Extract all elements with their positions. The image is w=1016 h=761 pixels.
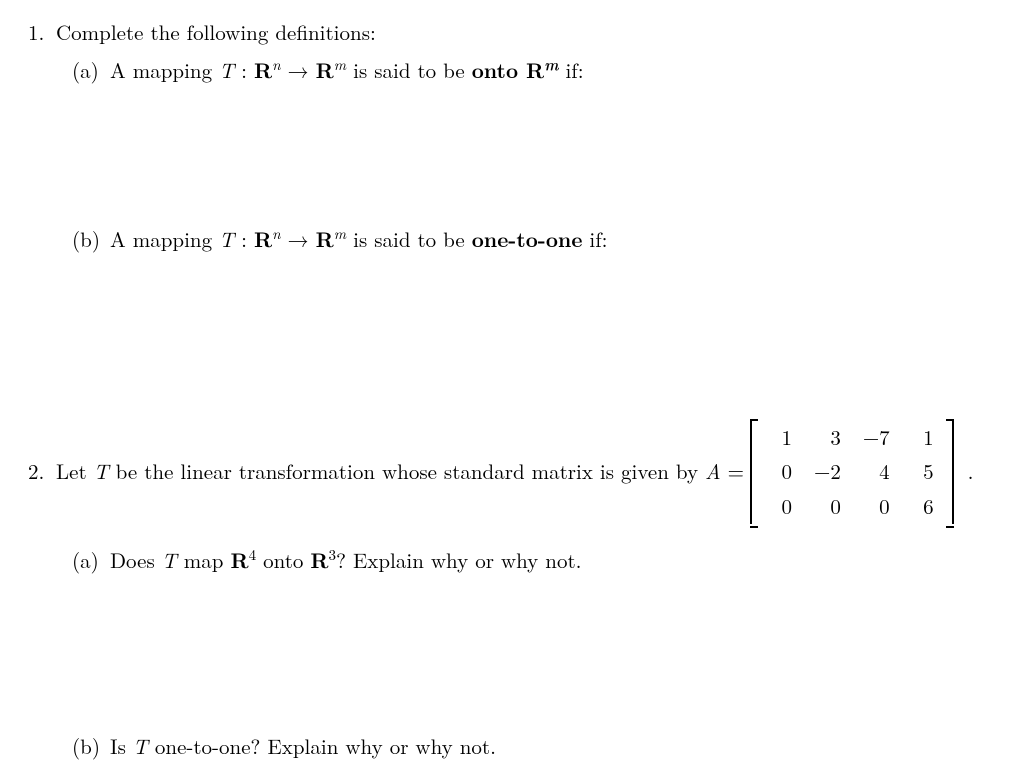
problem-2b-label: (b) [72,732,110,760]
text-prefix: A mapping [110,224,219,254]
text-prefix: Does [110,545,162,575]
bracket-left [750,419,760,524]
mcell: −7 [863,423,890,451]
problem-2a-text: Does T map R4 onto R3? Explain why or wh… [110,546,581,574]
problem-1b-label: (b) [72,225,110,253]
exp-m: m [334,54,346,75]
set-Rm: R [316,55,334,85]
problem-1a-label: (a) [72,56,110,84]
problem-2-text: Let T be the linear transformation whose… [56,457,744,485]
set-R4: R [230,545,248,575]
text-prefix: Let [56,456,94,486]
mcell: 5 [912,457,934,485]
bracket-right [944,419,954,524]
bold-one-to-one: one-to-one [472,224,583,254]
answer-space-1b [28,253,988,419]
problem-1-prompt: Complete the following definitions: [56,18,376,46]
problem-1b: (b) A mapping T : Rn → Rm is said to be … [72,225,988,253]
period: . [968,457,974,485]
text-prefix: A mapping [110,55,219,85]
mcell: 6 [912,492,934,520]
mcell: 0 [770,457,792,485]
problem-2-header: 2. Let T be the linear transformation wh… [28,419,988,524]
colon: : [234,224,254,254]
matrix-body: 1 3 −7 1 0 −2 4 5 0 0 0 6 [760,419,944,524]
mcell: −2 [814,457,841,485]
set-Rm: R [316,224,334,254]
exp-n: n [272,54,281,75]
set-Rn: R [254,55,272,85]
bold-onto: onto Rm [472,55,559,85]
problem-2b: (b) Is T one-to-one? Explain why or why … [72,732,988,760]
answer-space-2a [28,574,988,722]
problem-1-number: 1. [28,18,56,46]
problem-1: 1. Complete the following definitions: (… [28,18,988,419]
var-T: T [94,456,109,486]
text-suffix: if: [558,55,583,85]
text-mid: map [177,545,231,575]
problem-2-number: 2. [28,457,56,485]
set-R3: R [310,545,328,575]
problem-1a-text: A mapping T : Rn → Rm is said to be onto… [110,56,584,84]
text-mid: is said to be [346,224,472,254]
mcell: 0 [814,492,841,520]
text-suffix: if: [582,224,607,254]
text-onto: onto [256,545,310,575]
bold-text: onto R [472,55,544,85]
exp-3: 3 [329,544,337,565]
mcell: 1 [770,423,792,451]
mcell: 0 [863,492,890,520]
mcell: 3 [814,423,841,451]
set-Rn: R [254,224,272,254]
text-suffix: ? Explain why or why not. [336,545,581,575]
matrix-A: 1 3 −7 1 0 −2 4 5 0 0 0 6 [750,419,954,524]
mcell: 0 [770,492,792,520]
text-mid: be the linear transformation whose stand… [109,456,705,486]
colon: : [234,55,254,85]
mcell: 1 [912,423,934,451]
problem-2a-label: (a) [72,546,110,574]
equals: = [721,456,744,486]
arrow: → [281,55,316,85]
var-T: T [162,545,177,575]
problem-1a: (a) A mapping T : Rn → Rm is said to be … [72,56,988,84]
text-mid: is said to be [346,55,472,85]
mcell: 4 [863,457,890,485]
arrow: → [281,224,316,254]
var-A: A [705,456,721,486]
problem-2a: (a) Does T map R4 onto R3? Explain why o… [72,546,988,574]
problem-1-header: 1. Complete the following definitions: [28,18,988,46]
exp-m: m [334,223,346,244]
problem-1b-text: A mapping T : Rn → Rm is said to be one-… [110,225,608,253]
exp-n: n [272,223,281,244]
exp-4: 4 [249,544,257,565]
problem-2: 2. Let T be the linear transformation wh… [28,419,988,761]
var-T: T [219,55,234,85]
problem-2b-text: Is T one-to-one? Explain why or why not. [110,732,496,760]
bold-exp: m [544,53,558,75]
var-T: T [219,224,234,254]
answer-space-1a [28,85,988,215]
